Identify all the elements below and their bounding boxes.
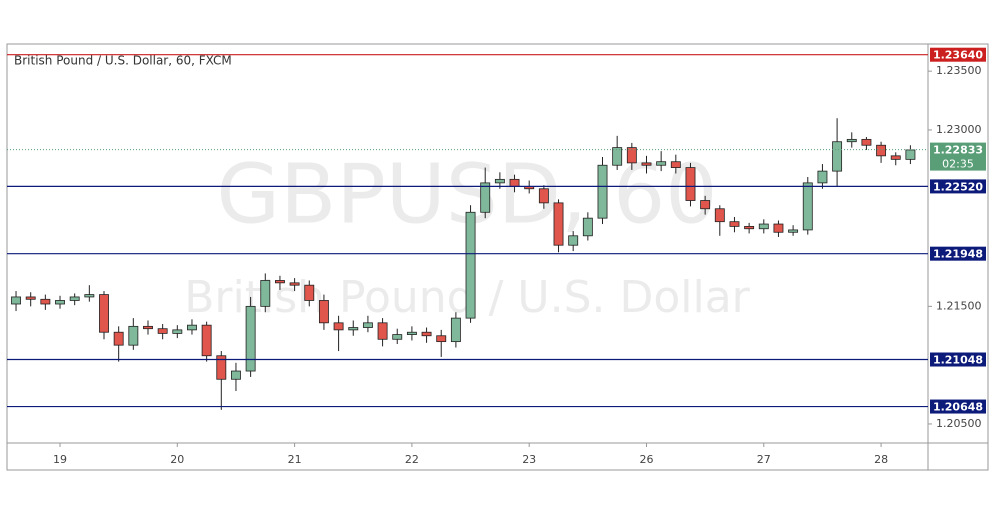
candle-body xyxy=(905,149,916,160)
candle-body xyxy=(568,235,579,246)
level-label: 1.20648 xyxy=(933,401,983,414)
frame xyxy=(6,43,989,471)
candle-body xyxy=(11,296,21,305)
y-tick-label: 1.21500 xyxy=(936,299,982,312)
candle-body xyxy=(700,200,711,210)
candle-body xyxy=(143,325,153,330)
candle-body xyxy=(670,161,681,168)
x-tick-label: 21 xyxy=(288,453,302,466)
candle-body xyxy=(729,221,740,227)
candle-body xyxy=(656,161,667,166)
level-label: 1.22520 xyxy=(933,180,983,193)
candle-body xyxy=(436,335,447,343)
level-label-box xyxy=(930,399,986,414)
candle-body xyxy=(626,147,637,164)
candle-body xyxy=(494,178,505,184)
candle-body xyxy=(773,223,784,233)
candle-body xyxy=(216,355,227,380)
candle-body xyxy=(348,327,359,331)
x-tick-label: 26 xyxy=(639,453,653,466)
chart-title: British Pound / U.S. Dollar, 60, FXCM xyxy=(14,54,232,68)
candle-body xyxy=(113,331,124,346)
candle-body xyxy=(128,325,139,346)
level-label-box xyxy=(930,352,986,367)
candle-body xyxy=(538,188,549,204)
level-label-box xyxy=(930,246,986,261)
candle-body xyxy=(69,296,80,301)
candle-body xyxy=(802,182,813,231)
x-tick-label: 20 xyxy=(170,453,184,466)
candle-body xyxy=(553,202,564,246)
candle-body xyxy=(157,328,168,334)
last-price-box xyxy=(930,142,986,171)
level-label-box xyxy=(930,179,986,194)
candle-body xyxy=(758,223,769,230)
candle-body xyxy=(377,322,388,340)
candle-body xyxy=(84,294,95,298)
candle-body xyxy=(40,298,51,305)
candle-body xyxy=(187,324,197,331)
x-tick-label: 23 xyxy=(522,453,536,466)
candle-body xyxy=(201,324,212,357)
candle-body xyxy=(231,370,241,380)
level-label: 1.23640 xyxy=(933,49,983,62)
candle-body xyxy=(362,322,373,328)
candle-body xyxy=(685,167,696,201)
candle-body xyxy=(465,211,476,319)
candle-body xyxy=(245,305,256,372)
x-tick-label: 27 xyxy=(757,453,771,466)
candle-body xyxy=(406,331,417,335)
candle-body xyxy=(55,300,65,305)
candle-body xyxy=(861,138,872,146)
y-tick-label: 1.20500 xyxy=(936,417,982,430)
candle-body xyxy=(392,334,403,340)
level-label: 1.21048 xyxy=(933,354,983,367)
x-tick-label: 28 xyxy=(874,453,888,466)
candle-body xyxy=(25,296,36,300)
candle-body xyxy=(876,144,887,157)
candle-body xyxy=(582,217,593,237)
candle-body xyxy=(304,284,315,301)
candle-body xyxy=(597,164,608,219)
candle-body xyxy=(275,280,285,284)
candle-body xyxy=(744,225,755,230)
level-label-box xyxy=(930,47,986,62)
candle-body xyxy=(832,141,843,172)
candle-body xyxy=(612,147,623,166)
candle-body xyxy=(172,329,183,334)
candle-body xyxy=(641,162,652,166)
candle-body xyxy=(99,294,109,333)
countdown: 02:35 xyxy=(942,158,974,171)
candle-body xyxy=(421,331,432,337)
level-label: 1.21948 xyxy=(933,248,983,261)
y-tick-label: 1.23500 xyxy=(936,64,982,77)
candle-body xyxy=(890,155,901,160)
candle-body xyxy=(318,300,329,324)
candle-body xyxy=(289,282,300,286)
candle-body xyxy=(788,229,799,233)
x-tick-label: 19 xyxy=(53,453,67,466)
x-tick-label: 22 xyxy=(405,453,419,466)
candle-body xyxy=(450,317,461,343)
y-tick-label: 1.23000 xyxy=(936,123,982,136)
candle-body xyxy=(817,170,828,184)
candle-body xyxy=(846,138,857,143)
candle-body xyxy=(714,208,725,223)
last-price-label: 1.22833 xyxy=(933,144,983,157)
candle-body xyxy=(333,322,344,331)
candle-body xyxy=(480,182,491,213)
candle-body xyxy=(260,280,271,307)
candle-body xyxy=(509,178,520,187)
